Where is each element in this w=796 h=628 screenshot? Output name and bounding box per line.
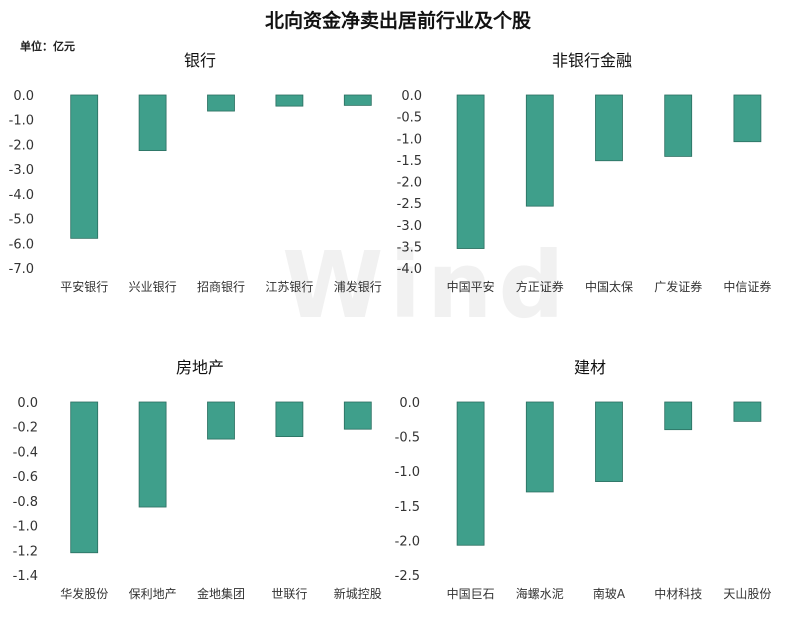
y-tick-label: -1.0 xyxy=(395,465,420,480)
bar xyxy=(343,401,372,430)
x-category-label: 兴业银行 xyxy=(129,280,177,294)
main-title: 北向资金净卖出居前行业及个股 xyxy=(264,10,531,32)
x-category-label: 浦发银行 xyxy=(334,279,382,294)
bar xyxy=(207,401,235,440)
x-category-label: 中国巨石 xyxy=(447,586,495,601)
y-tick-label: -2.5 xyxy=(395,569,420,584)
bar xyxy=(275,94,304,107)
x-category-label: 中国平安 xyxy=(447,279,495,294)
bar xyxy=(275,401,304,437)
y-tick-label: -3.5 xyxy=(397,240,422,255)
bar xyxy=(343,94,372,106)
y-tick-label: -0.5 xyxy=(395,431,420,446)
x-category-label: 平安银行 xyxy=(60,279,108,294)
x-category-label: 保利地产 xyxy=(129,587,177,601)
y-tick-label: -1.5 xyxy=(395,500,420,515)
panel-title: 银行 xyxy=(184,51,216,70)
y-tick-label: -1.2 xyxy=(13,544,38,559)
y-tick-label: -2.0 xyxy=(9,138,34,153)
bar xyxy=(525,401,554,493)
x-category-label: 华发股份 xyxy=(60,586,108,601)
panel-title: 非银行金融 xyxy=(552,51,632,70)
y-tick-label: -0.5 xyxy=(397,111,422,126)
x-category-label: 中信证券 xyxy=(723,279,771,294)
bar xyxy=(207,94,235,112)
bar xyxy=(456,94,485,249)
bar xyxy=(733,94,762,143)
x-category-label: 中材科技 xyxy=(654,586,702,601)
y-tick-label: -3.0 xyxy=(9,163,34,178)
y-tick-label: -0.6 xyxy=(13,470,38,485)
x-category-label: 金地集团 xyxy=(197,586,245,601)
y-tick-label: -4.0 xyxy=(397,262,422,277)
y-tick-label: -5.0 xyxy=(9,213,34,228)
x-category-label: 世联行 xyxy=(271,587,307,601)
x-category-label: 招商银行 xyxy=(197,279,245,294)
bar xyxy=(733,401,762,422)
y-tick-label: -2.0 xyxy=(397,176,422,191)
y-tick-label: -0.2 xyxy=(13,421,38,436)
bar xyxy=(525,94,554,207)
y-tick-label: -3.0 xyxy=(397,219,422,234)
bar xyxy=(70,401,99,554)
y-tick-label: -2.5 xyxy=(397,197,422,212)
y-tick-label: -2.0 xyxy=(395,534,420,549)
x-category-label: 新城控股 xyxy=(334,586,382,601)
bar xyxy=(138,401,167,508)
y-tick-label: -1.0 xyxy=(397,132,422,147)
panel-title: 房地产 xyxy=(176,358,224,377)
x-category-label: 海螺水泥 xyxy=(516,586,564,601)
bar xyxy=(664,401,693,431)
y-tick-label: -1.0 xyxy=(9,114,34,129)
x-category-label: 天山股份 xyxy=(723,587,771,601)
bar xyxy=(456,401,485,546)
y-tick-label: 0.0 xyxy=(401,89,422,104)
bar xyxy=(595,401,623,482)
x-category-label: 广发证券 xyxy=(654,279,702,294)
x-category-label: 南玻A xyxy=(593,586,626,601)
unit-label: 单位：亿元 xyxy=(20,40,75,53)
y-tick-label: -0.8 xyxy=(13,495,38,510)
y-tick-label: -7.0 xyxy=(9,262,34,277)
y-tick-label: -6.0 xyxy=(9,237,34,252)
y-tick-label: -1.4 xyxy=(13,569,38,584)
y-tick-label: 0.0 xyxy=(399,396,420,411)
bar xyxy=(664,94,693,157)
bar xyxy=(595,94,623,162)
y-tick-label: -4.0 xyxy=(9,188,34,203)
bar xyxy=(70,94,99,239)
panel-title: 建材 xyxy=(574,358,606,377)
y-tick-label: -1.0 xyxy=(13,520,38,535)
y-tick-label: -1.5 xyxy=(397,154,422,169)
x-category-label: 中国太保 xyxy=(585,279,633,294)
y-tick-label: -0.4 xyxy=(13,445,38,460)
y-tick-label: 0.0 xyxy=(17,396,38,411)
y-tick-label: 0.0 xyxy=(13,89,34,104)
x-category-label: 江苏银行 xyxy=(265,280,313,294)
bar xyxy=(138,94,167,152)
x-category-label: 方正证券 xyxy=(516,279,564,294)
